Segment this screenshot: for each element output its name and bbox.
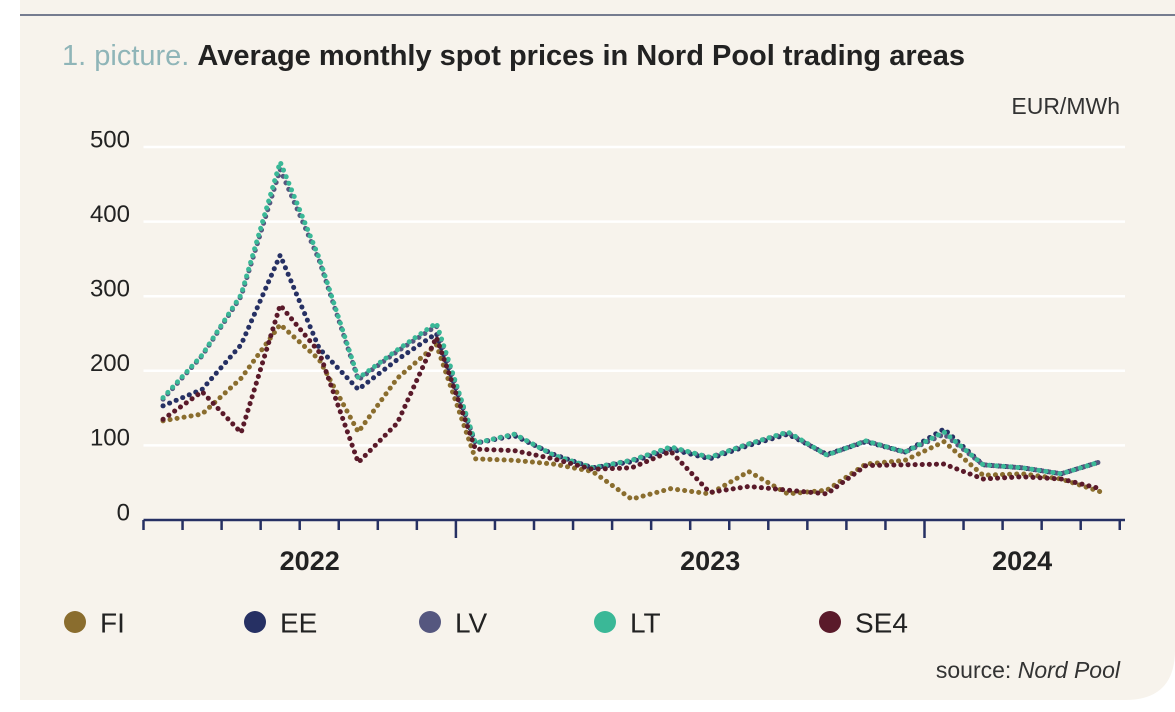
legend-swatch xyxy=(64,611,86,633)
y-tick-label: 400 xyxy=(90,201,130,228)
y-tick-label: 300 xyxy=(90,276,130,303)
y-tick-label: 200 xyxy=(90,350,130,377)
unit-label: EUR/MWh xyxy=(1011,93,1120,119)
source-label: source: xyxy=(936,657,1011,683)
source-name: Nord Pool xyxy=(1018,657,1121,683)
plot: 0 100 200 300 400 500 2022 2023 2024 FI EE LV LT SE4 xyxy=(64,126,1125,638)
chart-title: 1. picture. Average monthly spot prices … xyxy=(62,40,965,72)
series-line xyxy=(160,302,1103,497)
x-group-label: 2024 xyxy=(992,546,1052,576)
y-tick-label: 0 xyxy=(117,499,130,526)
legend-label: LV xyxy=(455,607,487,638)
series-line xyxy=(160,322,1103,502)
legend-swatch xyxy=(594,611,616,633)
series-line xyxy=(160,159,1103,477)
series-line xyxy=(160,252,1103,477)
title-prefix: 1. picture. xyxy=(62,40,189,72)
legend-swatch xyxy=(244,611,266,633)
legend-label: LT xyxy=(630,607,661,638)
y-tick-label: 100 xyxy=(90,425,130,452)
legend-label: FI xyxy=(100,607,125,638)
x-group-label: 2023 xyxy=(680,546,740,576)
legend-swatch xyxy=(419,611,441,633)
legend-label: SE4 xyxy=(855,607,908,638)
legend-label: EE xyxy=(280,607,317,638)
x-group-label: 2022 xyxy=(280,546,340,576)
source-line: source: Nord Pool xyxy=(936,657,1121,683)
legend-swatch xyxy=(819,611,841,633)
title-main: Average monthly spot prices in Nord Pool… xyxy=(197,40,965,72)
y-tick-label: 500 xyxy=(90,126,130,153)
